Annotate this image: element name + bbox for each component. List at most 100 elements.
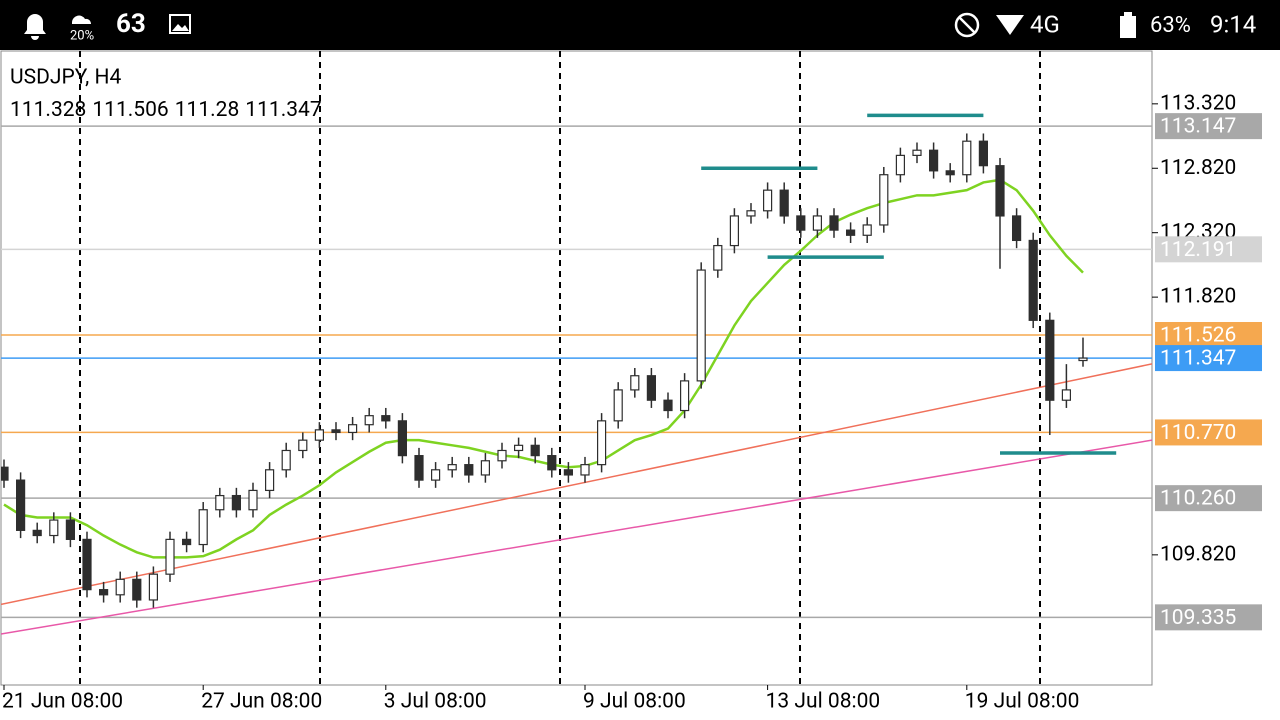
candle-body xyxy=(132,578,142,601)
candle-body xyxy=(364,415,374,426)
candle-body xyxy=(563,469,574,476)
y-tick-label: 112.820 xyxy=(1160,156,1236,180)
battery: 63% xyxy=(1150,13,1191,38)
price-tag-label: 110.770 xyxy=(1160,421,1236,445)
candle-body xyxy=(414,455,424,481)
candle-body xyxy=(314,429,324,441)
candle-body xyxy=(331,429,341,434)
status-bar xyxy=(0,0,1280,50)
candle-body xyxy=(265,469,275,492)
candle-body xyxy=(580,464,590,476)
candle-body xyxy=(845,229,856,236)
image-icon-mark xyxy=(172,24,189,31)
candle-body xyxy=(746,210,756,217)
y-tick-label: 111.820 xyxy=(1160,285,1236,309)
chart-title: USDJPY, H4 xyxy=(10,66,121,90)
candle-body xyxy=(397,420,407,457)
ohlc-value: 111.328 xyxy=(10,98,86,122)
battery-icon xyxy=(1120,16,1136,38)
candle-body xyxy=(298,439,308,452)
weather: 20% xyxy=(70,28,94,43)
candle-body xyxy=(796,215,806,231)
candle-body xyxy=(679,380,690,412)
battery-cap xyxy=(1124,12,1132,16)
candle-body xyxy=(596,420,607,466)
price-tag xyxy=(1155,113,1262,140)
candle-body xyxy=(165,538,175,575)
candle-body xyxy=(497,449,507,462)
candle-body xyxy=(696,269,706,382)
candle-body xyxy=(713,244,723,271)
candle-body xyxy=(115,578,125,596)
ohlc-value: 111.28 xyxy=(175,98,240,122)
price-tag xyxy=(1155,236,1262,263)
candle-body xyxy=(646,375,657,401)
candle-body xyxy=(962,140,972,176)
candle-body xyxy=(812,215,823,231)
ohlc-value: 111.347 xyxy=(245,98,321,122)
candle-body xyxy=(945,170,955,176)
ohlc-value: 111.506 xyxy=(92,98,168,122)
candle-body xyxy=(381,415,391,422)
candle-body xyxy=(98,589,109,596)
candle-body xyxy=(613,389,623,422)
network: 4G xyxy=(1030,10,1060,38)
price-tag xyxy=(1155,345,1262,372)
plot xyxy=(1,113,1152,635)
candle-body xyxy=(762,189,773,212)
y-tick-label: 109.820 xyxy=(1160,542,1236,566)
candle-body xyxy=(928,149,939,172)
candle-body xyxy=(82,538,92,591)
price-tag-label: 111.347 xyxy=(1160,347,1236,371)
candle-body xyxy=(1,466,9,481)
candle-body xyxy=(248,489,258,511)
dnd-icon xyxy=(954,12,980,38)
trendline xyxy=(1,439,1152,635)
candle-body xyxy=(32,529,42,537)
x-tick-label: 9 Jul 08:00 xyxy=(583,690,686,714)
candle-body xyxy=(829,215,839,231)
candle-body xyxy=(879,174,889,226)
candle-body xyxy=(431,469,441,481)
candle-body xyxy=(182,538,192,546)
candle-body xyxy=(348,424,358,434)
candle-body xyxy=(281,449,291,471)
candle-body xyxy=(729,215,740,247)
candle-body xyxy=(630,375,640,391)
price-tag xyxy=(1155,419,1262,446)
trendline xyxy=(1,363,1152,606)
y-tick-label: 113.320 xyxy=(1160,91,1236,115)
candle-body xyxy=(464,464,474,476)
candle-body xyxy=(1061,389,1072,401)
candle-body xyxy=(1045,319,1055,401)
x-tick-label: 3 Jul 08:00 xyxy=(384,690,487,714)
candle-body xyxy=(65,519,76,540)
x-tick-label: 13 Jul 08:00 xyxy=(766,690,881,714)
candle-body xyxy=(779,189,789,217)
candle-body xyxy=(16,479,26,531)
signal-icon xyxy=(996,15,1024,35)
candle-body xyxy=(1028,239,1038,321)
candle-body xyxy=(862,224,872,236)
price-tag-label: 111.526 xyxy=(1160,324,1236,348)
candle-body xyxy=(1011,215,1022,242)
candle-body xyxy=(480,460,490,476)
dnd-icon-slash xyxy=(958,16,976,34)
ohlc-header: 111.328 111.506 111.28 111.347 xyxy=(10,98,322,122)
candle-body xyxy=(49,519,59,537)
price-tag xyxy=(1155,604,1262,631)
candle-body xyxy=(663,399,673,412)
time: 9:14 xyxy=(1210,10,1256,38)
notification: 63 xyxy=(116,9,146,39)
moving-average xyxy=(3,178,1084,559)
price-tag-label: 113.147 xyxy=(1160,115,1236,139)
candle-body xyxy=(513,444,524,452)
candle-body xyxy=(530,444,540,457)
plot-frame xyxy=(0,50,1153,686)
image-icon xyxy=(169,14,191,34)
price-tag-label: 109.335 xyxy=(1160,606,1236,630)
candle-body xyxy=(148,573,158,601)
candle-body xyxy=(1078,357,1088,362)
candle-body xyxy=(547,455,557,471)
